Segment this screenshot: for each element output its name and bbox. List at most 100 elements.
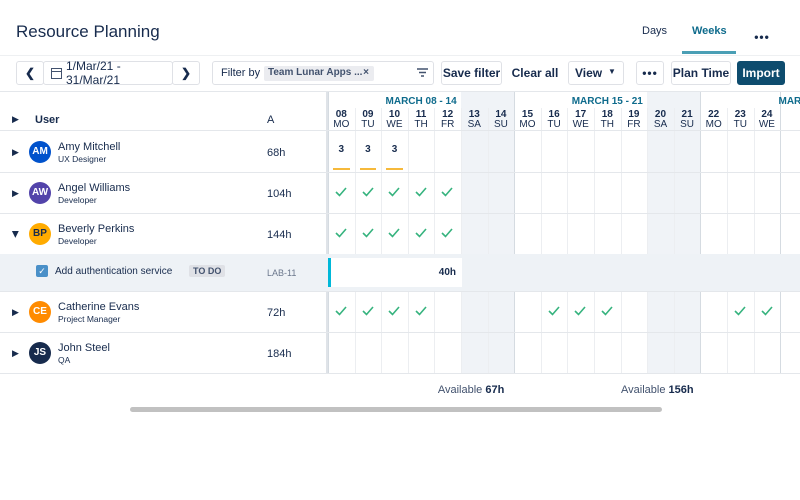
expand-toggle[interactable]: ▶ [12, 348, 19, 358]
day-date: 24 [761, 109, 773, 120]
day-weekday: TU [361, 119, 375, 130]
day-date: 16 [548, 109, 560, 120]
expand-all[interactable]: ▶ [12, 114, 19, 124]
filter-chip[interactable]: Team Lunar Apps ... × [264, 66, 374, 81]
day-date: 17 [575, 109, 587, 120]
allocation-bar [359, 168, 377, 170]
allocation-hours: 3 [365, 144, 371, 155]
day-date: 09 [362, 109, 374, 120]
save-filter[interactable]: Save filter [441, 61, 502, 85]
allocation-hours: 3 [338, 144, 345, 155]
column-line [354, 108, 356, 373]
day-date: 20 [654, 109, 667, 120]
prev-button[interactable]: ❮ [16, 61, 44, 85]
column-line [727, 108, 728, 373]
expand-toggle[interactable]: ▶ [12, 307, 19, 317]
user-hours: 144h [267, 229, 292, 241]
task-title: Add authentication service [55, 266, 173, 277]
user-name: John Steel [58, 342, 110, 354]
day-date: 14 [495, 109, 507, 120]
user-hours: 184h [267, 348, 292, 360]
week-label: MARCH 08 - 14 [385, 96, 457, 107]
chip-remove[interactable]: × [363, 67, 369, 78]
expand-toggle[interactable]: ▶ [12, 188, 19, 198]
column-line [700, 92, 702, 373]
plan-time[interactable]: Plan Time [671, 61, 731, 85]
date-range[interactable]: 1/Mar/21 - 31/Mar/21 [43, 59, 173, 87]
expand-toggle[interactable]: ▶ [12, 147, 19, 157]
row-line [0, 291, 800, 292]
day-weekday: MO [705, 119, 722, 130]
pane-divider [326, 92, 328, 373]
filter-icon [417, 68, 428, 77]
toolbar-more[interactable]: ••• [636, 61, 664, 85]
scrollbar[interactable] [130, 407, 662, 412]
weekend-column [647, 92, 674, 373]
page-title: Resource Planning [16, 22, 160, 41]
more-menu[interactable]: ••• [754, 30, 770, 44]
filter-box[interactable]: Filter by [212, 61, 434, 85]
allocation-hours: 3 [391, 144, 398, 155]
row-line [0, 172, 800, 173]
import[interactable]: Import [737, 61, 785, 85]
available-value: 156h [668, 384, 694, 396]
view-dropdown[interactable]: View ▼ [568, 61, 624, 85]
avatar: BP [29, 223, 51, 245]
column-line [780, 92, 782, 373]
avatar: CE [29, 301, 51, 323]
allocation-bar [333, 168, 350, 170]
task-bar: 40h [328, 258, 462, 287]
day-weekday: WE [572, 119, 589, 130]
available-label: Available [621, 384, 666, 396]
user-hours: 68h [267, 147, 286, 159]
user-hours: 104h [267, 188, 292, 200]
column-line [673, 108, 675, 373]
checkbox[interactable]: ✓ [36, 265, 48, 277]
calendar-icon [51, 68, 62, 79]
day-date: 21 [681, 109, 693, 120]
day-weekday: FR [441, 119, 455, 130]
avatar: AM [29, 141, 51, 163]
column-line [328, 92, 329, 373]
user-name: Beverly Perkins [58, 223, 135, 235]
day-weekday: SU [493, 119, 508, 130]
caret: ▼ [608, 67, 616, 76]
user-role: UX Designer [58, 154, 107, 164]
day-weekday: SA [467, 119, 481, 130]
column-line [461, 108, 462, 373]
tab[interactable]: Days [642, 25, 668, 37]
day-weekday: FR [627, 119, 641, 130]
column-line [753, 108, 755, 373]
task-key: LAB-11 [267, 268, 297, 278]
user-name: Catherine Evans [58, 301, 140, 313]
weekend-column [673, 92, 701, 373]
user-role: Project Manager [58, 314, 121, 324]
next-button[interactable]: ❯ [172, 61, 200, 85]
column-line [567, 108, 569, 373]
clear-all[interactable]: Clear all [511, 66, 559, 80]
day-date: 23 [734, 109, 746, 120]
tab[interactable]: Weeks [692, 25, 727, 37]
day-weekday: WE [386, 119, 403, 130]
view-text: View [575, 66, 603, 80]
user-role: QA [58, 355, 71, 365]
column-line [381, 108, 383, 373]
allocation-bar [386, 168, 403, 170]
expand-toggle[interactable]: ▶ [10, 231, 21, 238]
day-date: 15 [521, 109, 534, 120]
tab-underline [682, 51, 736, 54]
task-status: TO DO [189, 265, 226, 277]
day-weekday: MO [333, 119, 350, 130]
available: Available 156h [597, 384, 717, 396]
column-line [514, 92, 516, 373]
column-line [647, 108, 649, 373]
row-line [0, 373, 800, 374]
day-weekday: TH [600, 119, 614, 130]
day-date: 19 [628, 109, 640, 120]
filter-label: Filter by [221, 67, 261, 79]
column-line [540, 108, 542, 373]
user-name: Amy Mitchell [58, 141, 121, 153]
user-role: Developer [58, 195, 97, 205]
chip-text: Team Lunar Apps ... [268, 67, 363, 78]
